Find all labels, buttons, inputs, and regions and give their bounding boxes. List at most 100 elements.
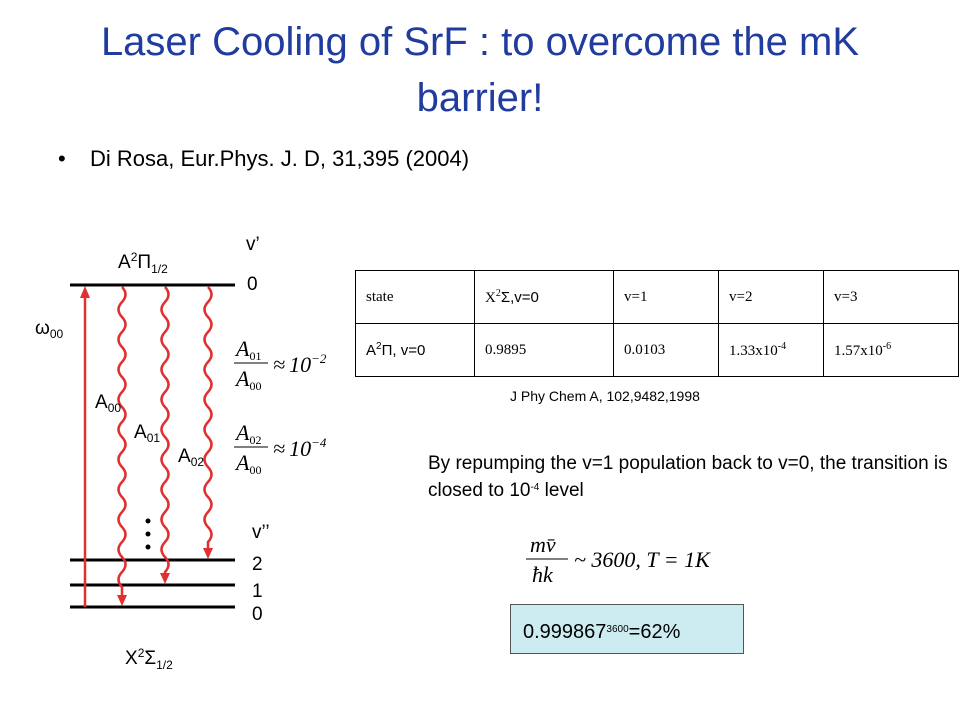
text: ≈ [273, 436, 285, 461]
cell: v=1 [613, 270, 719, 324]
note: By repumping the v=1 population back to … [428, 452, 948, 503]
text: Σ,v=0 [500, 288, 539, 306]
cell: A2Π, v=0 [355, 323, 475, 377]
level-label: 0 [252, 604, 263, 625]
text: 3600 [606, 624, 629, 635]
rate: A01 [134, 422, 160, 445]
arrowhead [203, 548, 213, 559]
label: A [178, 446, 191, 467]
numerator: A02 [234, 420, 261, 447]
result-box: 0.9998673600=62% [510, 604, 744, 654]
label: A [134, 422, 147, 443]
lower-state: X2Σ1/2 [125, 646, 173, 672]
numerator: A01 [234, 336, 261, 363]
sub: 02 [191, 455, 205, 469]
bullet-text: Di Rosa, Eur.Phys. J. D, 31,395 (2004) [90, 146, 470, 171]
text: 01 [249, 349, 261, 363]
table: state X2Σ,v=0 v=1 v=2 v=3 A2Π, v=0 0.989… [355, 270, 959, 377]
level-label: 1 [252, 581, 263, 602]
upper-state: A2Π1/2 [118, 250, 168, 276]
formula: mv̄ ħk ~ 3600, T = 1K [526, 532, 711, 587]
text: 2 [495, 287, 501, 299]
denominator: A00 [234, 450, 261, 477]
text: state [366, 288, 394, 305]
text: A [234, 336, 250, 361]
sub: 00 [50, 327, 64, 341]
title: Laser Cooling of SrF : to overcome the m… [100, 20, 860, 120]
text: -4 [530, 482, 540, 493]
level-label: 0 [247, 274, 258, 295]
text: X [485, 289, 496, 306]
decay-wave [117, 286, 127, 597]
text: 00 [249, 379, 261, 393]
label: A [118, 252, 131, 273]
text: v=1 [624, 288, 648, 305]
approx: ≈10−2 [273, 351, 327, 377]
label: Σ [144, 648, 156, 669]
rate: A00 [95, 392, 121, 415]
arrowhead [117, 595, 127, 606]
text: -4 [777, 340, 787, 352]
formula-rest: ~ 3600, T = 1K [574, 547, 711, 572]
text: 0.0103 [624, 341, 666, 358]
denominator: A00 [234, 366, 261, 393]
text: 00 [249, 463, 261, 477]
v-upper: v’ [246, 234, 260, 255]
bullet: • Di Rosa, Eur.Phys. J. D, 31,395 (2004) [58, 146, 469, 172]
ratio: A02 A00 ≈10−4 [234, 420, 327, 477]
text: v=3 [834, 288, 858, 305]
sub: 01 [147, 431, 161, 445]
label: ω [35, 318, 50, 339]
rate: A02 [178, 446, 204, 469]
dot [145, 531, 151, 537]
label: A [95, 392, 108, 413]
v-lower: v’’ [252, 522, 270, 543]
table-header: state X2Σ,v=0 v=1 v=2 v=3 [355, 270, 959, 324]
text: 0.999867 [523, 621, 607, 643]
cell: v=3 [823, 270, 959, 324]
text: 02 [249, 433, 261, 447]
label: Π [137, 252, 151, 273]
text: v=2 [729, 288, 753, 305]
text: 1.33x10 [729, 342, 778, 359]
ellipsis [145, 518, 151, 550]
text: A [234, 420, 250, 445]
text: 10 [289, 352, 311, 377]
text: -6 [882, 340, 892, 352]
cell: 1.57x10-6 [823, 323, 959, 377]
text: A [366, 342, 377, 359]
level-label: 2 [252, 554, 263, 575]
decay-wave [203, 286, 213, 550]
text: By repumping the v=1 population back to … [428, 453, 948, 501]
cell: 0.0103 [613, 323, 719, 377]
arrowhead [80, 286, 90, 298]
text: =62% [628, 621, 681, 643]
cell: v=2 [718, 270, 824, 324]
text: ≈ [273, 352, 285, 377]
denominator: ħk [532, 562, 554, 587]
dot [145, 544, 151, 550]
sup: 2 [131, 250, 138, 264]
approx: ≈10−4 [273, 435, 327, 461]
sub: 1/2 [156, 658, 173, 672]
sub: 00 [108, 401, 122, 415]
decay-wave [160, 286, 170, 575]
numerator: mv̄ [530, 532, 556, 557]
text: A [234, 366, 250, 391]
text: Π, v=0 [381, 342, 426, 359]
text: 10 [289, 436, 311, 461]
text: −4 [311, 435, 327, 450]
text: 0.9895 [485, 341, 527, 358]
cell: 0.9895 [474, 323, 614, 377]
dot [145, 518, 151, 524]
text: 2 [376, 341, 382, 352]
decays [117, 286, 213, 606]
sub: 1/2 [151, 262, 168, 276]
text: −2 [311, 351, 327, 366]
table-row: A2Π, v=0 0.9895 0.0103 1.33x10-4 1.57x10… [355, 323, 959, 377]
ratio: A01 A00 ≈10−2 [234, 336, 327, 393]
cell: state [355, 270, 475, 324]
source: J Phy Chem A, 102,9482,1998 [510, 388, 700, 404]
bullet-marker: • [58, 146, 66, 171]
